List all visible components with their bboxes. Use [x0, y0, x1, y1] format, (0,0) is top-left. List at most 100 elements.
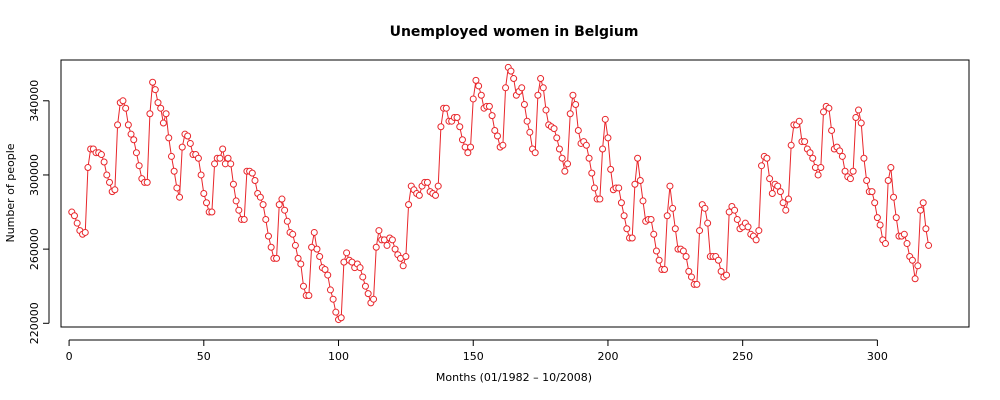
data-point — [151, 86, 159, 94]
data-point — [820, 108, 827, 116]
data-point — [477, 91, 485, 99]
data-point — [130, 136, 138, 144]
data-point — [572, 101, 580, 108]
data-point — [623, 225, 631, 233]
chart-title: Unemployed women in Belgium — [390, 24, 639, 40]
data-point — [259, 201, 267, 209]
data-point — [316, 253, 324, 261]
data-point — [167, 152, 175, 160]
data-point — [628, 234, 636, 242]
data-point — [590, 184, 598, 192]
data-point — [361, 282, 369, 290]
data-point — [925, 241, 933, 249]
data-point — [372, 243, 380, 251]
data-point — [485, 102, 493, 110]
data-point — [671, 225, 679, 233]
data-point — [890, 193, 898, 201]
data-point — [203, 199, 210, 207]
data-point — [663, 212, 671, 220]
data-point — [526, 128, 534, 136]
data-point — [908, 256, 916, 264]
data-point — [903, 240, 911, 248]
data-point — [100, 158, 108, 166]
data-point — [132, 149, 140, 157]
data-point — [582, 141, 590, 149]
data-point — [165, 134, 173, 142]
data-point — [84, 164, 92, 172]
data-point — [539, 84, 547, 92]
data-point — [224, 154, 232, 162]
data-point — [817, 164, 825, 172]
data-point — [324, 271, 332, 279]
data-point — [194, 154, 202, 162]
data-point — [81, 228, 89, 236]
data-point — [809, 154, 817, 162]
data-point — [154, 99, 162, 107]
data-point — [887, 164, 895, 172]
data-point — [499, 141, 507, 149]
x-axis-label: Months (01/1982 – 10/2008) — [436, 371, 592, 384]
data-point — [846, 175, 854, 183]
data-point — [776, 188, 784, 196]
data-point — [453, 113, 461, 121]
data-point — [615, 184, 623, 192]
data-point — [127, 130, 135, 138]
y-axis: 220000 260000 300000 340000 — [28, 80, 50, 344]
data-point — [391, 245, 399, 253]
data-point — [518, 84, 526, 92]
data-point — [801, 138, 809, 146]
data-point — [283, 217, 291, 225]
data-point — [119, 97, 127, 105]
data-point — [251, 177, 259, 185]
data-point — [383, 241, 391, 249]
plot-frame — [60, 59, 970, 328]
data-point — [766, 175, 774, 183]
data-point — [356, 264, 364, 272]
data-point — [666, 182, 674, 190]
data-point — [264, 232, 272, 240]
data-point — [467, 143, 475, 151]
y-tick-label: 340000 — [28, 80, 41, 122]
data-point — [561, 167, 569, 175]
data-point — [432, 191, 440, 199]
data-point — [488, 112, 496, 120]
data-point — [574, 126, 582, 134]
data-point — [601, 115, 609, 123]
data-point — [555, 145, 563, 153]
data-point — [208, 208, 216, 216]
data-point — [278, 195, 286, 203]
data-point — [399, 262, 407, 270]
x-tick-label: 200 — [597, 350, 618, 363]
data-point — [564, 160, 572, 168]
data-point — [534, 91, 542, 99]
data-point — [240, 215, 248, 223]
data-point — [186, 139, 194, 147]
data-point — [97, 151, 105, 159]
data-point — [919, 199, 927, 207]
data-point — [884, 177, 892, 185]
data-point — [491, 126, 499, 134]
data-point — [329, 295, 337, 303]
y-tick-label: 220000 — [28, 302, 41, 344]
data-point — [679, 247, 687, 255]
data-point — [661, 266, 669, 274]
data-point — [415, 191, 423, 199]
data-point — [566, 110, 574, 118]
data-point — [281, 206, 289, 214]
data-point — [838, 152, 846, 160]
data-point — [122, 104, 130, 112]
data-point — [652, 247, 660, 255]
data-point — [275, 201, 283, 209]
data-point — [744, 223, 752, 231]
data-point — [836, 147, 844, 155]
x-tick-label: 50 — [197, 350, 211, 363]
data-point — [717, 267, 725, 275]
data-point — [248, 169, 256, 177]
data-point — [542, 106, 550, 114]
data-point — [326, 286, 334, 294]
data-point — [469, 95, 477, 103]
data-point — [596, 195, 604, 203]
data-point — [135, 162, 143, 170]
data-point — [723, 271, 731, 279]
